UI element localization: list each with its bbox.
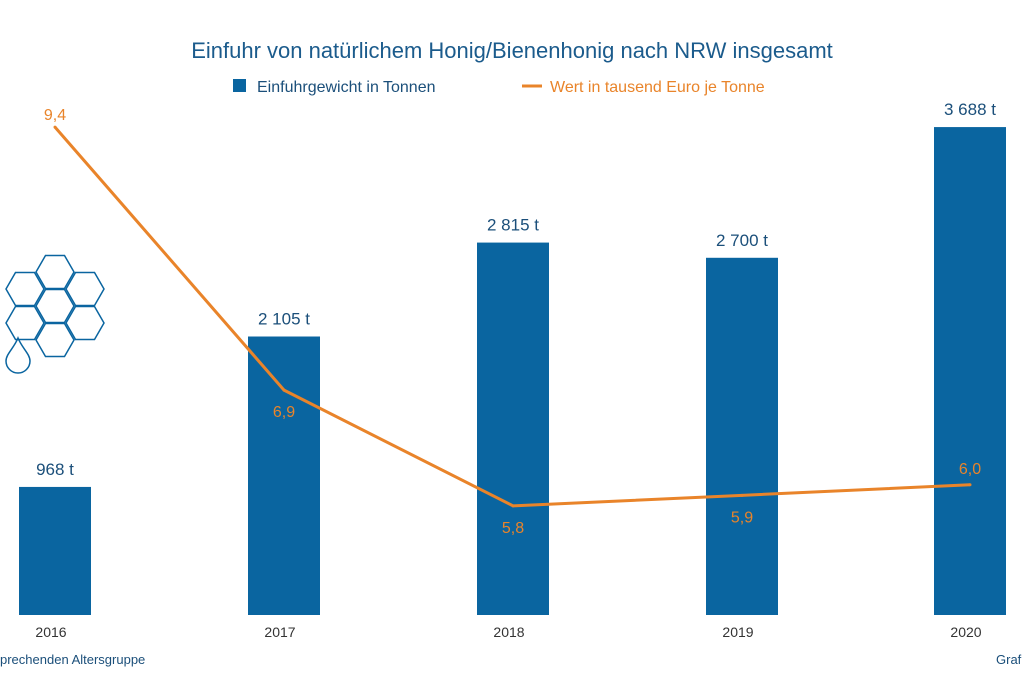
honeycomb-drop-icon — [5, 254, 105, 374]
honeycomb-cell — [65, 305, 105, 341]
x-tick-label-2020: 2020 — [950, 624, 981, 640]
bar-2020 — [934, 127, 1006, 615]
bar-value-label-2017: 2 105 t — [258, 310, 310, 329]
line-value-label-2016: 9,4 — [44, 107, 66, 124]
line-point-2020 — [968, 483, 972, 487]
footer-left-text: prechenden Altersgruppe — [0, 652, 145, 667]
x-axis-ticks: 2016 2017 2018 2019 2020 — [35, 624, 981, 640]
legend-label-line: Wert in tausend Euro je Tonne — [550, 79, 765, 96]
honeycomb-cell — [35, 254, 75, 290]
footer-right-text: Graf — [996, 652, 1022, 667]
bar-value-label-2018: 2 815 t — [487, 216, 539, 235]
honeycomb-cell — [35, 322, 75, 358]
x-tick-label-2017: 2017 — [264, 624, 295, 640]
honeycomb-cell — [65, 271, 105, 307]
line-series — [53, 125, 972, 508]
bar-labels: 968 t 2 105 t 2 815 t 2 700 t 3 688 t — [36, 100, 996, 479]
drop-shape — [5, 335, 31, 374]
bar-2018 — [477, 242, 549, 615]
line-value-label-2017: 6,9 — [273, 404, 295, 421]
x-tick-label-2019: 2019 — [722, 624, 753, 640]
line-value-label-2018: 5,8 — [502, 520, 524, 537]
bar-value-label-2020: 3 688 t — [944, 100, 996, 119]
honeycomb-cell — [35, 288, 75, 324]
line-value-label-2019: 5,9 — [731, 509, 753, 526]
x-tick-label-2016: 2016 — [35, 624, 66, 640]
honeycomb-cell — [5, 271, 45, 307]
line-point-2018 — [511, 504, 515, 508]
chart-title: Einfuhr von natürlichem Honig/Bienenhoni… — [191, 38, 833, 63]
legend: Einfuhrgewicht in Tonnen Wert in tausend… — [233, 79, 765, 96]
line-labels: 9,4 6,9 5,8 5,9 6,0 — [44, 107, 981, 537]
legend-swatch-bars — [233, 79, 246, 92]
line-point-2019 — [740, 493, 744, 497]
legend-label-bars: Einfuhrgewicht in Tonnen — [257, 79, 436, 96]
bar-value-label-2016: 968 t — [36, 460, 74, 479]
honeycomb-cell — [5, 305, 45, 341]
bar-series — [19, 127, 1006, 615]
bar-2019 — [706, 257, 778, 615]
bar-2016 — [19, 486, 91, 615]
x-tick-label-2018: 2018 — [493, 624, 524, 640]
bar-2017 — [248, 336, 320, 615]
line-point-2016 — [53, 125, 57, 129]
line-point-2017 — [282, 388, 286, 392]
bar-value-label-2019: 2 700 t — [716, 231, 768, 250]
line-value-label-2020: 6,0 — [959, 461, 981, 478]
